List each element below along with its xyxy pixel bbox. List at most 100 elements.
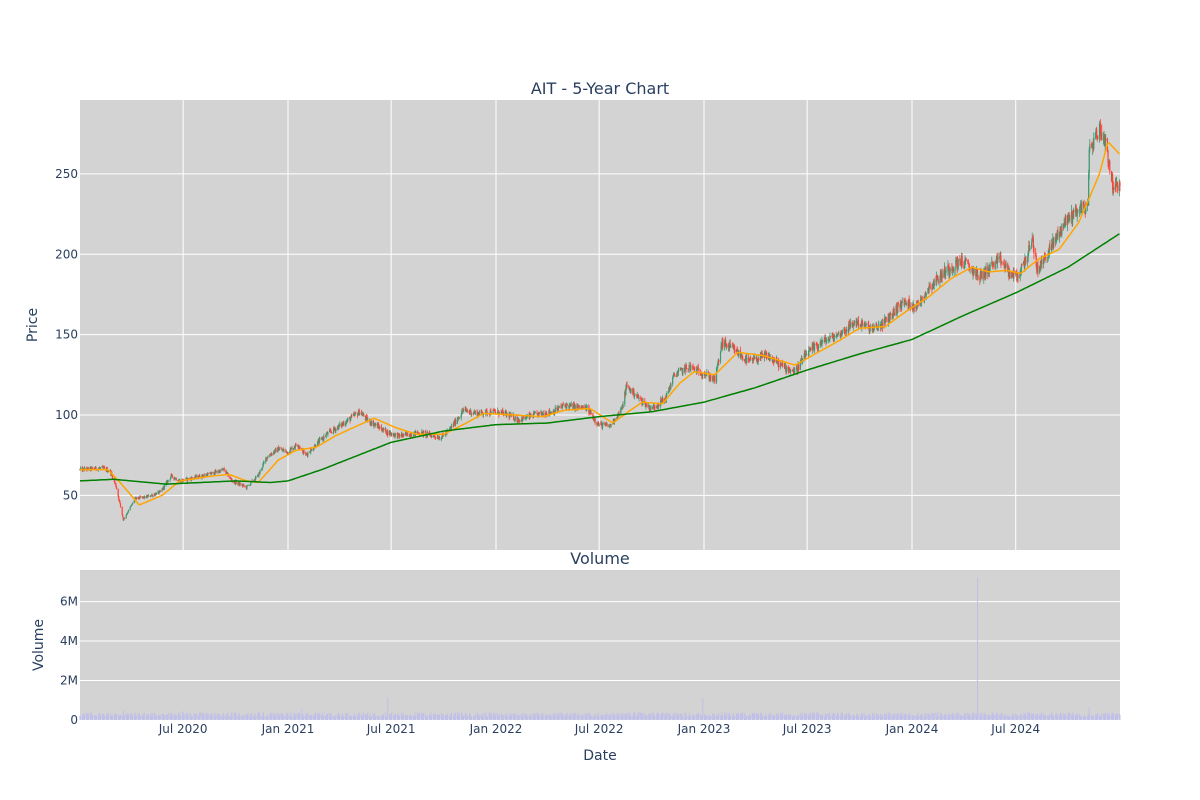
volume-bar [1108, 716, 1110, 720]
candle-body [817, 345, 820, 348]
candle-body [967, 260, 969, 264]
candle-body [279, 448, 281, 450]
candle-body [720, 345, 722, 352]
volume-bar [227, 714, 229, 720]
candle-body [1045, 257, 1047, 260]
volume-bar [847, 713, 849, 720]
volume-bar [1015, 713, 1017, 720]
volume-bar [389, 714, 391, 720]
volume-bar [765, 713, 767, 720]
candle-body [1047, 258, 1049, 260]
volume-bar [387, 697, 389, 720]
candle-body [526, 416, 528, 419]
volume-bar [541, 716, 543, 720]
candle-body [952, 268, 954, 270]
volume-bar [126, 714, 128, 720]
candle-body [640, 398, 642, 399]
volume-bar [310, 716, 312, 720]
volume-bar [554, 713, 556, 720]
volume-bar [956, 716, 958, 720]
volume-bar [177, 715, 179, 720]
volume-bar [859, 716, 861, 720]
candle-body [428, 432, 430, 434]
candle-body [441, 433, 444, 437]
candle-body [778, 360, 780, 368]
candle-body [829, 335, 831, 340]
volume-bar [664, 714, 666, 720]
volume-bar [498, 714, 500, 720]
volume-bar [239, 715, 241, 720]
volume-bar [481, 714, 483, 720]
candle-body [752, 360, 754, 362]
volume-bar [955, 713, 957, 720]
price-plot-area [80, 100, 1120, 550]
candle-body [525, 418, 527, 419]
volume-bar [1117, 713, 1119, 720]
volume-bar [955, 713, 957, 720]
volume-bar [117, 714, 119, 720]
volume-bar [115, 713, 117, 720]
candle-body [1049, 245, 1051, 251]
volume-bar [853, 715, 855, 720]
volume-bar [283, 715, 285, 720]
candle-body [1104, 135, 1106, 146]
candle-body [118, 496, 120, 500]
volume-bar [768, 715, 770, 720]
volume-bar [305, 712, 307, 720]
candle-body [909, 306, 911, 308]
volume-bar [796, 715, 798, 720]
volume-bar [83, 713, 85, 720]
volume-bar [130, 714, 132, 720]
candle-body [699, 372, 702, 376]
volume-bar [600, 716, 602, 720]
candle-body [502, 410, 504, 412]
candle-body [1060, 227, 1062, 231]
volume-bar [840, 714, 842, 720]
volume-bar [820, 716, 822, 720]
volume-bar [625, 713, 627, 720]
volume-bar [810, 712, 812, 720]
volume-bar [777, 715, 779, 720]
candle-body [815, 343, 817, 345]
candle-body [153, 494, 155, 497]
volume-bar [392, 716, 394, 720]
candle-body [733, 346, 735, 350]
candle-body [267, 456, 269, 458]
candle-body [295, 444, 297, 446]
volume-bar [921, 714, 923, 720]
volume-bar [590, 714, 592, 720]
volume-bar [1059, 716, 1061, 720]
volume-bar [290, 712, 292, 720]
x-tick-label: Jul 2022 [574, 722, 624, 736]
volume-bar [549, 714, 551, 720]
volume-bar [517, 714, 519, 720]
volume-bar [578, 714, 580, 720]
volume-bar [394, 715, 396, 720]
candle-body [963, 264, 966, 268]
candle-body [167, 480, 169, 484]
volume-bar [1072, 712, 1074, 720]
candle-body [564, 405, 566, 406]
volume-bar [876, 715, 878, 720]
volume-bar [90, 716, 92, 720]
candle-body [359, 412, 361, 416]
volume-bar [1111, 712, 1113, 720]
volume-bar [696, 713, 698, 720]
candle-body [1113, 187, 1115, 191]
volume-bar [967, 715, 969, 720]
volume-bar [806, 713, 808, 720]
candle-body [333, 427, 335, 430]
candle-body [676, 373, 678, 377]
candle-body [310, 448, 312, 453]
volume-bar [223, 713, 225, 720]
candle-body [977, 276, 979, 278]
volume-bar [1087, 715, 1089, 720]
candle-body [698, 368, 700, 373]
volume-bar [794, 715, 796, 720]
volume-bar [943, 714, 945, 720]
volume-bar [456, 715, 458, 720]
volume-bar [542, 716, 544, 720]
volume-bar [787, 714, 789, 720]
volume-bar [852, 714, 854, 720]
volume-bar [674, 712, 676, 720]
